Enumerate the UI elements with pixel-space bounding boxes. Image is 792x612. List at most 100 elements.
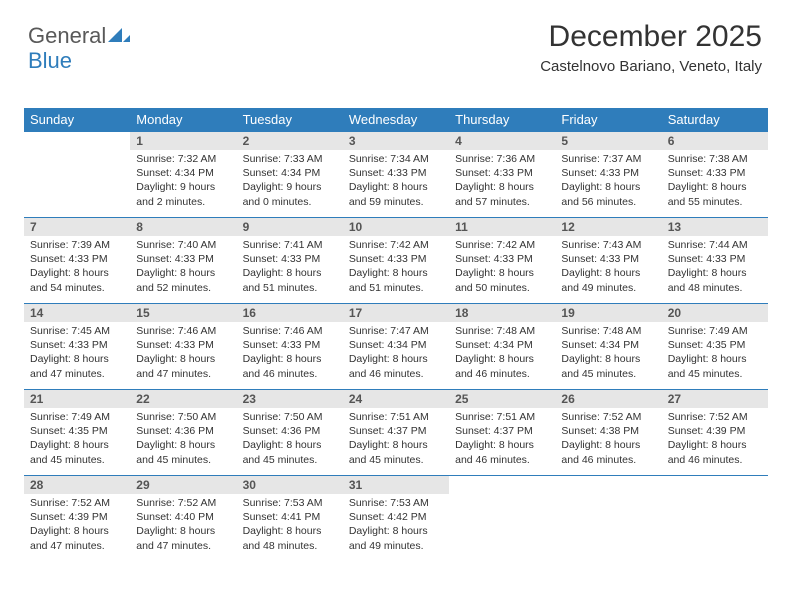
day-detail-line: Daylight: 8 hours: [349, 180, 443, 194]
day-detail-line: Daylight: 8 hours: [561, 266, 655, 280]
calendar-day-cell: 3Sunrise: 7:34 AMSunset: 4:33 PMDaylight…: [343, 132, 449, 218]
day-detail-line: and 45 minutes.: [668, 367, 762, 381]
day-detail-line: Sunset: 4:42 PM: [349, 510, 443, 524]
day-detail-line: Daylight: 8 hours: [243, 524, 337, 538]
brand-text-2: Blue: [28, 48, 72, 73]
calendar-day-cell: [662, 476, 768, 562]
day-detail-line: and 55 minutes.: [668, 195, 762, 209]
day-detail-line: Sunset: 4:33 PM: [455, 166, 549, 180]
day-detail-line: Daylight: 8 hours: [30, 438, 124, 452]
day-detail-line: Sunrise: 7:48 AM: [561, 324, 655, 338]
day-detail-line: Sunrise: 7:36 AM: [455, 152, 549, 166]
day-number: 2: [237, 132, 343, 150]
day-details: Sunrise: 7:41 AMSunset: 4:33 PMDaylight:…: [237, 236, 343, 299]
day-detail-line: Sunset: 4:34 PM: [136, 166, 230, 180]
day-detail-line: Sunset: 4:35 PM: [668, 338, 762, 352]
day-details: Sunrise: 7:51 AMSunset: 4:37 PMDaylight:…: [449, 408, 555, 471]
calendar-day-cell: 21Sunrise: 7:49 AMSunset: 4:35 PMDayligh…: [24, 390, 130, 476]
calendar-day-cell: 18Sunrise: 7:48 AMSunset: 4:34 PMDayligh…: [449, 304, 555, 390]
day-details: Sunrise: 7:38 AMSunset: 4:33 PMDaylight:…: [662, 150, 768, 213]
day-detail-line: Sunset: 4:33 PM: [561, 166, 655, 180]
column-header: Thursday: [449, 108, 555, 132]
day-details: Sunrise: 7:37 AMSunset: 4:33 PMDaylight:…: [555, 150, 661, 213]
calendar-day-cell: 22Sunrise: 7:50 AMSunset: 4:36 PMDayligh…: [130, 390, 236, 476]
column-header: Tuesday: [237, 108, 343, 132]
day-detail-line: and 49 minutes.: [561, 281, 655, 295]
day-detail-line: Sunrise: 7:53 AM: [243, 496, 337, 510]
day-details: Sunrise: 7:40 AMSunset: 4:33 PMDaylight:…: [130, 236, 236, 299]
calendar-day-cell: 23Sunrise: 7:50 AMSunset: 4:36 PMDayligh…: [237, 390, 343, 476]
day-detail-line: and 47 minutes.: [136, 539, 230, 553]
calendar-day-cell: 27Sunrise: 7:52 AMSunset: 4:39 PMDayligh…: [662, 390, 768, 476]
day-detail-line: Sunset: 4:39 PM: [668, 424, 762, 438]
calendar-day-cell: 10Sunrise: 7:42 AMSunset: 4:33 PMDayligh…: [343, 218, 449, 304]
day-detail-line: Daylight: 8 hours: [30, 524, 124, 538]
day-detail-line: Sunrise: 7:38 AM: [668, 152, 762, 166]
column-header: Friday: [555, 108, 661, 132]
day-detail-line: and 46 minutes.: [668, 453, 762, 467]
day-detail-line: Sunset: 4:33 PM: [30, 338, 124, 352]
day-detail-line: Daylight: 8 hours: [668, 352, 762, 366]
day-number: 1: [130, 132, 236, 150]
day-number: 28: [24, 476, 130, 494]
day-number: 9: [237, 218, 343, 236]
day-detail-line: Sunrise: 7:42 AM: [349, 238, 443, 252]
day-detail-line: and 47 minutes.: [30, 367, 124, 381]
day-detail-line: Sunrise: 7:48 AM: [455, 324, 549, 338]
day-number: 24: [343, 390, 449, 408]
day-detail-line: Daylight: 8 hours: [243, 352, 337, 366]
day-detail-line: Sunrise: 7:37 AM: [561, 152, 655, 166]
day-detail-line: and 47 minutes.: [30, 539, 124, 553]
calendar-day-cell: 2Sunrise: 7:33 AMSunset: 4:34 PMDaylight…: [237, 132, 343, 218]
day-detail-line: Daylight: 8 hours: [455, 180, 549, 194]
day-detail-line: Daylight: 8 hours: [136, 352, 230, 366]
day-details: Sunrise: 7:50 AMSunset: 4:36 PMDaylight:…: [237, 408, 343, 471]
day-detail-line: Sunset: 4:34 PM: [243, 166, 337, 180]
day-details: Sunrise: 7:33 AMSunset: 4:34 PMDaylight:…: [237, 150, 343, 213]
day-detail-line: Daylight: 8 hours: [243, 438, 337, 452]
day-details: Sunrise: 7:42 AMSunset: 4:33 PMDaylight:…: [343, 236, 449, 299]
column-header: Wednesday: [343, 108, 449, 132]
page-header: December 2025 Castelnovo Bariano, Veneto…: [540, 20, 762, 75]
day-detail-line: and 45 minutes.: [136, 453, 230, 467]
calendar-day-cell: 31Sunrise: 7:53 AMSunset: 4:42 PMDayligh…: [343, 476, 449, 562]
day-detail-line: Sunset: 4:36 PM: [243, 424, 337, 438]
calendar-day-cell: 25Sunrise: 7:51 AMSunset: 4:37 PMDayligh…: [449, 390, 555, 476]
day-details: Sunrise: 7:52 AMSunset: 4:38 PMDaylight:…: [555, 408, 661, 471]
day-number: 5: [555, 132, 661, 150]
calendar-day-cell: 7Sunrise: 7:39 AMSunset: 4:33 PMDaylight…: [24, 218, 130, 304]
day-detail-line: Sunset: 4:33 PM: [136, 252, 230, 266]
day-detail-line: Sunrise: 7:46 AM: [136, 324, 230, 338]
day-number: 23: [237, 390, 343, 408]
day-detail-line: Sunset: 4:33 PM: [455, 252, 549, 266]
day-detail-line: and 46 minutes.: [455, 367, 549, 381]
day-number: 12: [555, 218, 661, 236]
day-detail-line: Daylight: 9 hours: [136, 180, 230, 194]
calendar-body: 1Sunrise: 7:32 AMSunset: 4:34 PMDaylight…: [24, 132, 768, 562]
day-detail-line: Daylight: 8 hours: [455, 266, 549, 280]
day-detail-line: Sunset: 4:34 PM: [561, 338, 655, 352]
calendar-day-cell: 4 Sunrise: 7:36 AMSunset: 4:33 PMDaylight…: [449, 132, 555, 218]
brand-logo: General Blue: [28, 24, 130, 73]
day-detail-line: Sunrise: 7:51 AM: [455, 410, 549, 424]
day-detail-line: Daylight: 8 hours: [668, 266, 762, 280]
day-detail-line: Sunrise: 7:52 AM: [561, 410, 655, 424]
day-number: 18: [449, 304, 555, 322]
day-number: 26: [555, 390, 661, 408]
day-detail-line: Sunrise: 7:44 AM: [668, 238, 762, 252]
day-details: Sunrise: 7:52 AMSunset: 4:40 PMDaylight:…: [130, 494, 236, 557]
calendar-day-cell: 14Sunrise: 7:45 AMSunset: 4:33 PMDayligh…: [24, 304, 130, 390]
day-detail-line: Daylight: 8 hours: [30, 352, 124, 366]
day-details: Sunrise: 7:32 AMSunset: 4:34 PMDaylight:…: [130, 150, 236, 213]
calendar-day-cell: 30Sunrise: 7:53 AMSunset: 4:41 PMDayligh…: [237, 476, 343, 562]
calendar-head: SundayMondayTuesdayWednesdayThursdayFrid…: [24, 108, 768, 132]
calendar-day-cell: 9Sunrise: 7:41 AMSunset: 4:33 PMDaylight…: [237, 218, 343, 304]
day-detail-line: Sunset: 4:36 PM: [136, 424, 230, 438]
day-number: 4: [449, 132, 555, 150]
day-detail-line: and 45 minutes.: [561, 367, 655, 381]
day-detail-line: Sunset: 4:33 PM: [561, 252, 655, 266]
day-details: Sunrise: 7:44 AMSunset: 4:33 PMDaylight:…: [662, 236, 768, 299]
calendar-day-cell: 29Sunrise: 7:52 AMSunset: 4:40 PMDayligh…: [130, 476, 236, 562]
calendar-day-cell: 11Sunrise: 7:42 AMSunset: 4:33 PMDayligh…: [449, 218, 555, 304]
calendar-day-cell: 12Sunrise: 7:43 AMSunset: 4:33 PMDayligh…: [555, 218, 661, 304]
